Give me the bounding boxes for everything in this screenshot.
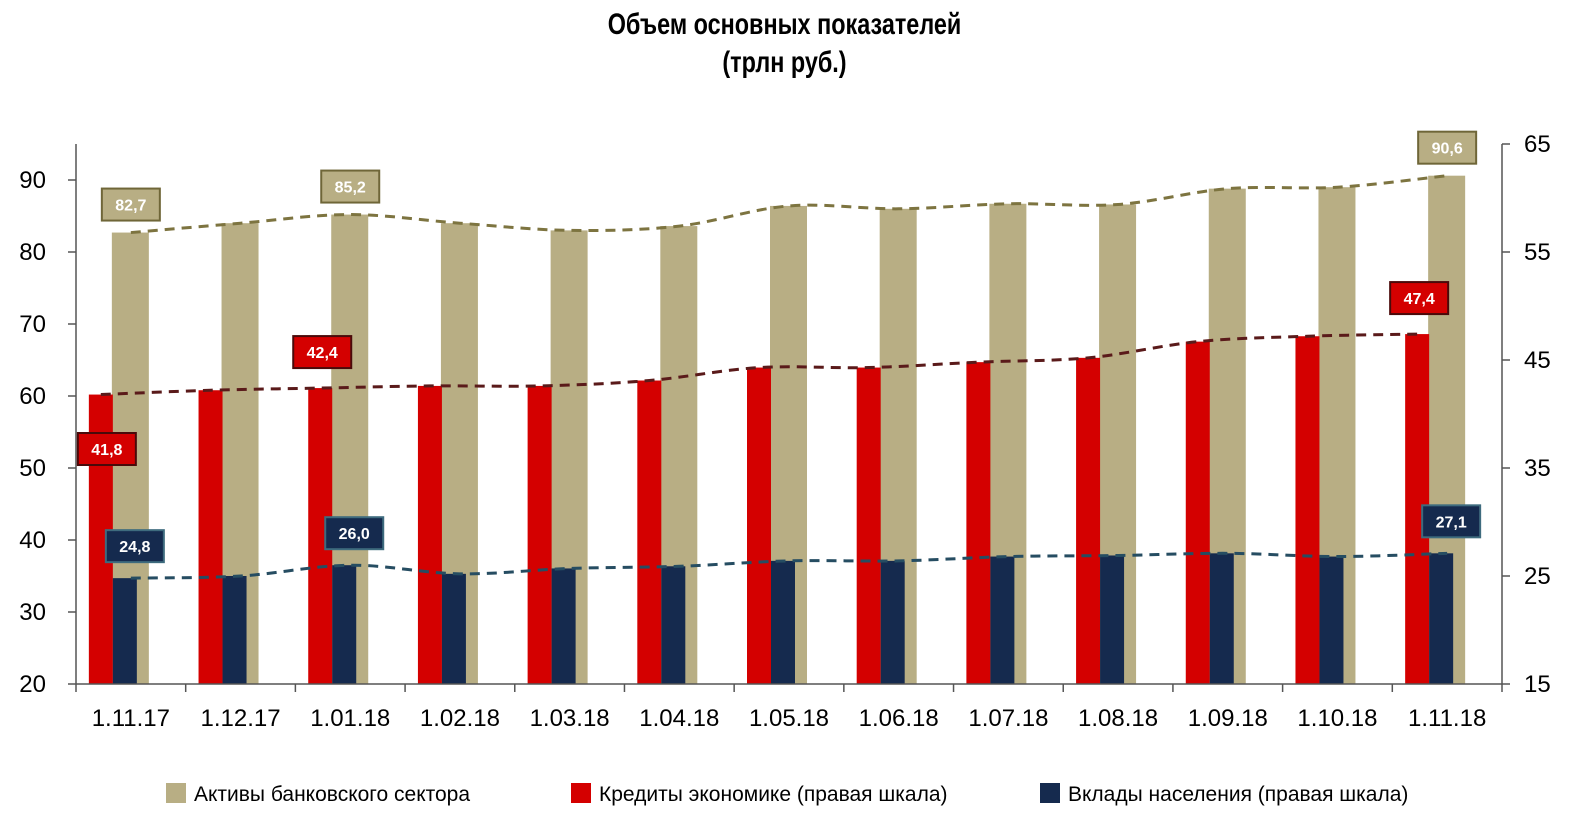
bars-layer [88, 175, 1466, 685]
data-label-box [292, 335, 353, 370]
y-left-tick-label: 40 [19, 527, 46, 554]
x-tick-label: 1.11.17 [92, 705, 170, 732]
legend-swatch [1040, 783, 1060, 803]
y-left-tick-label: 70 [19, 311, 46, 338]
bar-deposits [551, 568, 576, 684]
bar-credits [198, 390, 223, 684]
data-label-text: 26,0 [339, 526, 370, 543]
y-left-tick-label: 20 [19, 671, 46, 698]
y-right-tick-label: 15 [1524, 671, 1551, 698]
bar-deposits [1319, 556, 1344, 684]
bar-credits [637, 380, 662, 684]
data-label: 90,6 [1417, 130, 1478, 165]
x-tick-label: 1.02.18 [420, 705, 500, 732]
data-label-box [320, 169, 381, 204]
bar-credits [966, 362, 991, 684]
bar-credits [747, 367, 771, 684]
legend-swatch [571, 783, 591, 803]
x-tick-label: 1.10.18 [1297, 705, 1377, 732]
legend-item: Активы банковского сектора [166, 783, 470, 806]
bar-deposits [441, 573, 466, 684]
data-label: 41,8 [76, 432, 137, 466]
chart-title-line-2: (трлн руб.) [722, 46, 847, 79]
data-label: 42,4 [292, 335, 353, 370]
y-right-tick-label: 45 [1524, 347, 1551, 374]
data-label-text: 41,8 [91, 442, 122, 459]
data-label-text: 24,8 [119, 539, 150, 556]
x-tick-label: 1.06.18 [859, 705, 939, 732]
data-label-text: 85,2 [335, 180, 366, 197]
data-label: 85,2 [320, 169, 381, 204]
data-label-box [1389, 281, 1450, 316]
y-left-tick-label: 90 [19, 167, 46, 194]
data-label: 26,0 [324, 516, 385, 551]
data-label-text: 27,1 [1436, 514, 1467, 531]
x-tick-label: 1.05.18 [749, 705, 829, 732]
legend-label: Активы банковского сектора [194, 783, 470, 806]
y-left-tick-label: 30 [19, 599, 46, 626]
data-label-box [1421, 504, 1482, 539]
bar-credits [1076, 357, 1101, 684]
bar-deposits [880, 560, 905, 684]
data-label: 47,4 [1389, 281, 1450, 316]
bar-deposits [661, 566, 686, 684]
data-label-text: 90,6 [1432, 141, 1463, 158]
data-label: 82,7 [100, 187, 161, 222]
bar-credits [856, 367, 881, 684]
y-right-tick-label: 25 [1524, 563, 1551, 590]
legend-item: Кредиты экономике (правая шкала) [571, 783, 948, 806]
bar-deposits [1429, 553, 1454, 684]
data-labels-layer: 82,7 85,2 90,6 41,8 42,4 47,4 24,8 26,0 27,1 [76, 130, 1482, 564]
x-tick-label: 1.09.18 [1188, 705, 1268, 732]
data-label-text: 42,4 [307, 345, 338, 362]
bar-credits [1185, 341, 1210, 684]
y-right-tick-label: 35 [1524, 455, 1551, 482]
bar-deposits [1100, 555, 1125, 684]
data-label-box [324, 516, 385, 551]
bar-deposits [112, 578, 137, 684]
chart-title: Объем основных показателей (трлн руб.) [173, 6, 1397, 82]
data-label-box [76, 432, 137, 466]
data-label-text: 47,4 [1404, 291, 1435, 308]
x-tick-label: 1.08.18 [1078, 705, 1158, 732]
x-tick-label: 1.12.17 [200, 705, 280, 732]
y-right-tick-label: 55 [1524, 239, 1551, 266]
bar-credits [527, 385, 552, 684]
data-label-text: 82,7 [115, 198, 146, 215]
x-tick-label: 1.11.18 [1408, 705, 1486, 732]
legend-label: Вклады населения (правая шкала) [1068, 783, 1408, 806]
data-label: 27,1 [1421, 504, 1482, 539]
bar-deposits [990, 556, 1015, 684]
data-label-box [1417, 130, 1478, 165]
data-label: 24,8 [104, 529, 165, 564]
x-tick-label: 1.01.18 [310, 705, 390, 732]
legend-label: Кредиты экономике (правая шкала) [599, 783, 948, 806]
chart-title-line-1: Объем основных показателей [607, 8, 962, 41]
legend-item: Вклады населения (правая шкала) [1040, 783, 1408, 806]
data-label-box [100, 187, 161, 222]
x-tick-label: 1.07.18 [968, 705, 1048, 732]
legend-swatch [166, 783, 186, 803]
data-label-box [104, 529, 165, 564]
bar-deposits [771, 560, 795, 684]
y-left-tick-label: 60 [19, 383, 46, 410]
bar-deposits [1209, 553, 1234, 684]
y-left-tick-label: 80 [19, 239, 46, 266]
y-left-tick-label: 50 [19, 455, 46, 482]
legend: Активы банковского сектора Кредиты эконом… [166, 783, 1408, 806]
x-tick-label: 1.03.18 [530, 705, 610, 732]
bar-credits [1295, 336, 1320, 684]
bar-deposits [332, 565, 357, 684]
axes-layer: 20 30 40 50 60 70 80 90 15 25 35 45 55 65 1.11.17 1.12.… [19, 131, 1550, 732]
x-tick-label: 1.04.18 [639, 705, 719, 732]
bar-deposits [222, 576, 247, 684]
bar-credits [417, 385, 442, 684]
y-right-tick-label: 65 [1524, 131, 1551, 158]
